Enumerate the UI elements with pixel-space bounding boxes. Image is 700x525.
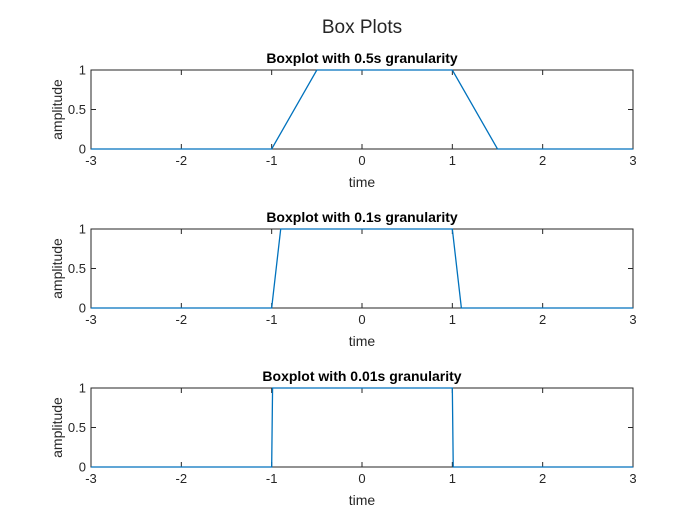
x-axis-label: time [349, 333, 376, 349]
axes-box [90, 228, 634, 309]
x-tick-label: 1 [449, 471, 456, 486]
series-line [91, 228, 633, 309]
figure-title: Box Plots [322, 17, 402, 38]
series-line [91, 69, 633, 150]
x-tick-label: -1 [266, 153, 278, 168]
x-tick-label: 2 [539, 312, 546, 327]
y-tick-label: 1 [79, 381, 86, 396]
x-tick-label: 2 [539, 471, 546, 486]
x-tick-label: -1 [266, 471, 278, 486]
y-axis-label: amplitude [49, 238, 65, 299]
y-tick-label: 0 [79, 142, 86, 157]
axes-box [90, 387, 634, 468]
x-tick-label: -3 [85, 312, 97, 327]
x-tick-label: -3 [85, 471, 97, 486]
y-axis-label: amplitude [49, 397, 65, 458]
y-tick-label: 0.5 [68, 261, 86, 276]
x-tick-label: -2 [176, 471, 188, 486]
subplot-title: Boxplot with 0.1s granularity [266, 209, 458, 225]
x-tick-label: 0 [358, 153, 365, 168]
y-tick-label: 0.5 [68, 102, 86, 117]
series-line [91, 387, 633, 468]
subplots: -3 -2 -1 0 1 2 3 0 0.5 1 Boxplot with 0.5s granula… [49, 50, 637, 508]
x-tick-label: 0 [358, 471, 365, 486]
x-axis-label: time [349, 174, 376, 190]
y-tick-label: 0 [79, 301, 86, 316]
x-tick-label: 2 [539, 153, 546, 168]
x-tick-label: 3 [629, 471, 636, 486]
subplot-1: -3 -2 -1 0 1 2 3 0 0.5 1 Boxplot with 0.5s granula… [49, 50, 637, 190]
subplot-3: -3 -2 -1 0 1 2 3 0 0.5 1 Boxplot with 0.01s granul… [49, 368, 637, 508]
x-tick-label: -3 [85, 153, 97, 168]
x-axis-label: time [349, 492, 376, 508]
y-tick-label: 1 [79, 222, 86, 237]
x-tick-label: 1 [449, 312, 456, 327]
x-tick-label: -1 [266, 312, 278, 327]
y-tick-label: 0.5 [68, 420, 86, 435]
y-tick-label: 1 [79, 63, 86, 78]
y-axis-label: amplitude [49, 79, 65, 140]
x-tick-label: 1 [449, 153, 456, 168]
subplot-2: -3 -2 -1 0 1 2 3 0 0.5 1 Boxplot with 0.1s granula… [49, 209, 637, 349]
axes-box [90, 69, 634, 150]
x-tick-label: -2 [176, 312, 188, 327]
subplot-title: Boxplot with 0.01s granularity [262, 368, 461, 384]
x-tick-label: 0 [358, 312, 365, 327]
x-tick-label: 3 [629, 312, 636, 327]
subplot-title: Boxplot with 0.5s granularity [266, 50, 458, 66]
x-tick-label: 3 [629, 153, 636, 168]
x-tick-label: -2 [176, 153, 188, 168]
y-tick-label: 0 [79, 460, 86, 475]
